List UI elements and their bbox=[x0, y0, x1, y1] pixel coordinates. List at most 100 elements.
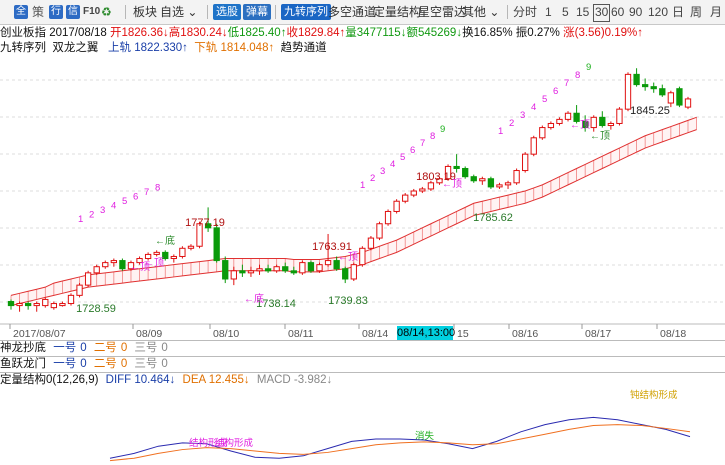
period-4[interactable]: 30 bbox=[593, 4, 611, 22]
price-label: 1785.62 bbox=[473, 212, 513, 224]
close-value: 收1829.84↑ bbox=[286, 27, 346, 39]
candle bbox=[384, 210, 392, 225]
quote-date: 2017/08/18 bbox=[49, 27, 107, 39]
price-label: 1763.91 bbox=[312, 241, 352, 253]
candle bbox=[127, 262, 135, 270]
nine-seq-number: 2 bbox=[370, 173, 375, 184]
nine-seq-number: 7 bbox=[144, 187, 149, 198]
candle bbox=[607, 122, 615, 127]
menu-watchlist[interactable]: 自选 ⌄ bbox=[160, 5, 198, 19]
macd-panel-header[interactable]: 定量结构0(12,26,9) DIFF 10.464↓ DEA 12.455↓ … bbox=[0, 372, 725, 388]
yuyue-no2-value: 0 bbox=[120, 358, 128, 370]
candle bbox=[470, 176, 477, 182]
candle bbox=[222, 260, 229, 280]
candle bbox=[444, 165, 452, 180]
period-10[interactable]: 月 bbox=[710, 5, 723, 19]
period-5[interactable]: 60 bbox=[611, 5, 625, 19]
yuyue-label: 鱼跃龙门 bbox=[0, 358, 46, 370]
price-chart[interactable]: 1728.59 1777.19 1738.14 1763.91 1739.83 1803.… bbox=[0, 56, 725, 340]
candle bbox=[42, 298, 49, 307]
gear-icon[interactable]: ♻ bbox=[101, 5, 112, 19]
nine-seq-button[interactable]: 九转序列 bbox=[281, 4, 331, 20]
nine-seq-number: 8 bbox=[575, 70, 580, 81]
shenlong-panel[interactable]: 神龙抄底 一号 0 二号 0 三号 0 bbox=[0, 340, 725, 356]
candle bbox=[84, 272, 92, 286]
candle bbox=[24, 303, 32, 307]
candle bbox=[496, 184, 503, 188]
candle bbox=[547, 122, 555, 129]
period-7[interactable]: 120 bbox=[648, 5, 669, 19]
nine-seq-number: 2 bbox=[89, 210, 94, 221]
nine-seq-number: 1 bbox=[78, 214, 83, 225]
structure-annotation: 结构形成 bbox=[215, 437, 254, 449]
x-tick-label: 08/10 bbox=[213, 328, 239, 340]
period-8[interactable]: 日 bbox=[672, 5, 685, 19]
period-9[interactable]: 周 bbox=[690, 5, 703, 19]
macd-label: 定量结构0(12,26,9) bbox=[0, 374, 99, 386]
candle bbox=[539, 127, 546, 139]
candle bbox=[410, 190, 417, 196]
trend-channel-label: 趋势通道 bbox=[280, 42, 327, 54]
crosshair-date-label: 08/14,13:00 bbox=[397, 326, 456, 340]
shenlong-no1-value: 0 bbox=[80, 342, 87, 354]
nine-seq-number: 8 bbox=[430, 131, 435, 142]
candle bbox=[316, 264, 323, 272]
turn-marker: ←顶 bbox=[570, 119, 590, 131]
period-1[interactable]: 1 bbox=[545, 5, 552, 19]
other-menu[interactable]: 其他 ⌄ bbox=[462, 5, 500, 19]
nine-seq-number: 4 bbox=[390, 159, 395, 170]
candle bbox=[590, 116, 597, 129]
candle bbox=[573, 112, 580, 122]
star-radar-button[interactable]: 星空雷达 bbox=[418, 5, 467, 19]
high-value: 高1830.24↓ bbox=[168, 27, 228, 39]
menu-sector[interactable]: 板块 bbox=[133, 5, 158, 19]
select-stock-button[interactable]: 选股 bbox=[213, 4, 241, 20]
candle bbox=[153, 251, 160, 255]
turnover-value: 换16.85% bbox=[462, 27, 513, 39]
candle bbox=[136, 258, 143, 264]
volume-structure-button[interactable]: 定量结构 bbox=[373, 5, 422, 19]
nine-seq-number: 3 bbox=[520, 110, 525, 121]
price-label: 1845.25 bbox=[630, 105, 670, 117]
candle bbox=[676, 88, 683, 106]
all-icon[interactable]: 全 bbox=[14, 5, 28, 19]
nine-seq-number: 5 bbox=[400, 152, 405, 163]
candle bbox=[59, 303, 66, 307]
nine-seq-number: 4 bbox=[111, 201, 116, 212]
x-tick-label: 08/17 bbox=[585, 328, 611, 340]
period-2[interactable]: 5 bbox=[562, 5, 569, 19]
shenlong-no3-label: 三号 bbox=[134, 342, 158, 354]
period-3[interactable]: 15 bbox=[576, 5, 590, 19]
strategy-icon[interactable]: 策 bbox=[32, 5, 45, 19]
yuyue-panel[interactable]: 鱼跃龙门 一号 0 二号 0 三号 0 bbox=[0, 356, 725, 372]
candle bbox=[530, 137, 537, 155]
yuyue-no1-label: 一号 bbox=[53, 358, 77, 370]
info-icon[interactable]: 信 bbox=[66, 5, 80, 19]
nine-seq-number: 2 bbox=[509, 118, 514, 129]
shenlong-no2-label: 二号 bbox=[93, 342, 117, 354]
upper-band-value: 1822.330↑ bbox=[134, 42, 188, 54]
candle bbox=[650, 86, 657, 90]
x-tick-label: 08/11 bbox=[288, 328, 314, 340]
nine-seq-label[interactable]: 九转序列 bbox=[0, 42, 46, 54]
price-label: 1739.83 bbox=[328, 295, 368, 307]
candle bbox=[16, 303, 23, 307]
candle bbox=[513, 170, 520, 184]
quote-icon[interactable]: 行 bbox=[49, 5, 63, 19]
yuyue-no3-value: 0 bbox=[161, 358, 168, 370]
yuyue-no2-label: 二号 bbox=[93, 358, 117, 370]
x-tick-label: 15 bbox=[457, 328, 469, 340]
f10-icon[interactable]: F10 bbox=[83, 6, 101, 17]
candle bbox=[436, 178, 443, 184]
candle bbox=[247, 270, 255, 274]
candle bbox=[367, 237, 375, 249]
alert-button[interactable]: 弹幕 bbox=[243, 4, 271, 20]
period-6[interactable]: 90 bbox=[629, 5, 643, 19]
long-short-channel-button[interactable]: 多空通道 bbox=[328, 5, 377, 19]
x-tick-label: 2017/08/07 bbox=[13, 328, 66, 340]
yuyue-no1-value: 0 bbox=[80, 358, 87, 370]
change-value: 涨(3.56)0.19%↑ bbox=[563, 27, 644, 39]
candle bbox=[50, 303, 58, 309]
period-0[interactable]: 分时 bbox=[513, 5, 538, 19]
